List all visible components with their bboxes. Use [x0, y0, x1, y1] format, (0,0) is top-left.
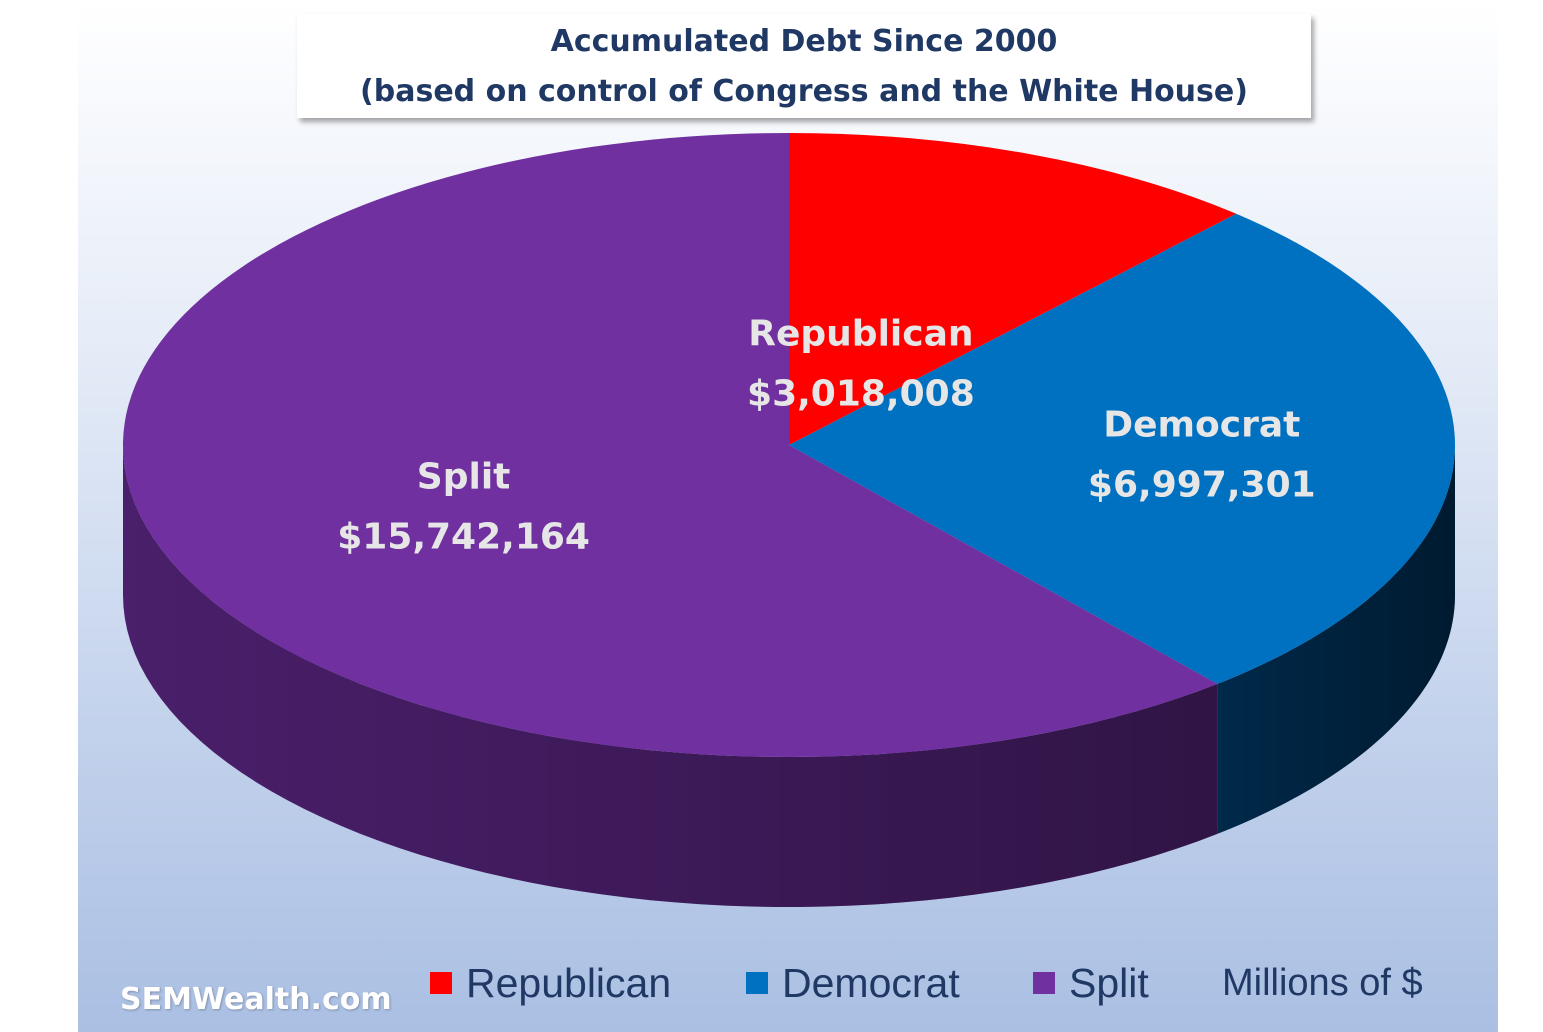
pie-side-shade-split: [123, 445, 1218, 907]
slice-name-democrat: Democrat: [1103, 405, 1300, 446]
pie-slice-split: [122, 133, 1218, 757]
chart-title: Accumulated Debt Since 2000: [550, 24, 1058, 59]
pie-side-walls: [123, 445, 1455, 907]
chart-title-box: Accumulated Debt Since 2000 (based on co…: [297, 14, 1311, 118]
legend-swatch-split: [1033, 972, 1055, 994]
legend-label-democrat: Democrat: [782, 959, 960, 1006]
legend-item-democrat: Democrat: [746, 958, 960, 1008]
legend-swatch-democrat: [746, 972, 768, 994]
legend-label-split: Split: [1069, 959, 1149, 1006]
slice-value-democrat: $6,997,301: [1088, 465, 1316, 506]
legend-label-republican: Republican: [466, 959, 672, 1006]
legend-item-republican: Republican: [430, 958, 671, 1008]
pie-slice-labels: Republican $3,018,008 Democrat $6,997,301 Sp…: [337, 314, 1315, 558]
chart-subtitle: (based on control of Congress and the Wh…: [360, 74, 1248, 109]
legend-swatch-republican: [430, 972, 452, 994]
slice-name-split: Split: [417, 457, 511, 498]
pie-slice-democrat: [789, 213, 1455, 684]
pie-slice-republican: [789, 133, 1237, 445]
pie-side-shade-democrat: [1217, 445, 1455, 834]
slice-name-republican: Republican: [748, 314, 973, 355]
slice-value-split: $15,742,164: [337, 517, 590, 558]
legend-item-split: Split: [1033, 958, 1149, 1008]
watermark: SEMWealth.com: [120, 982, 392, 1017]
slice-value-republican: $3,018,008: [747, 374, 975, 415]
pie-top-faces: [122, 133, 1455, 757]
units-note: Millions of $: [1222, 962, 1423, 1004]
